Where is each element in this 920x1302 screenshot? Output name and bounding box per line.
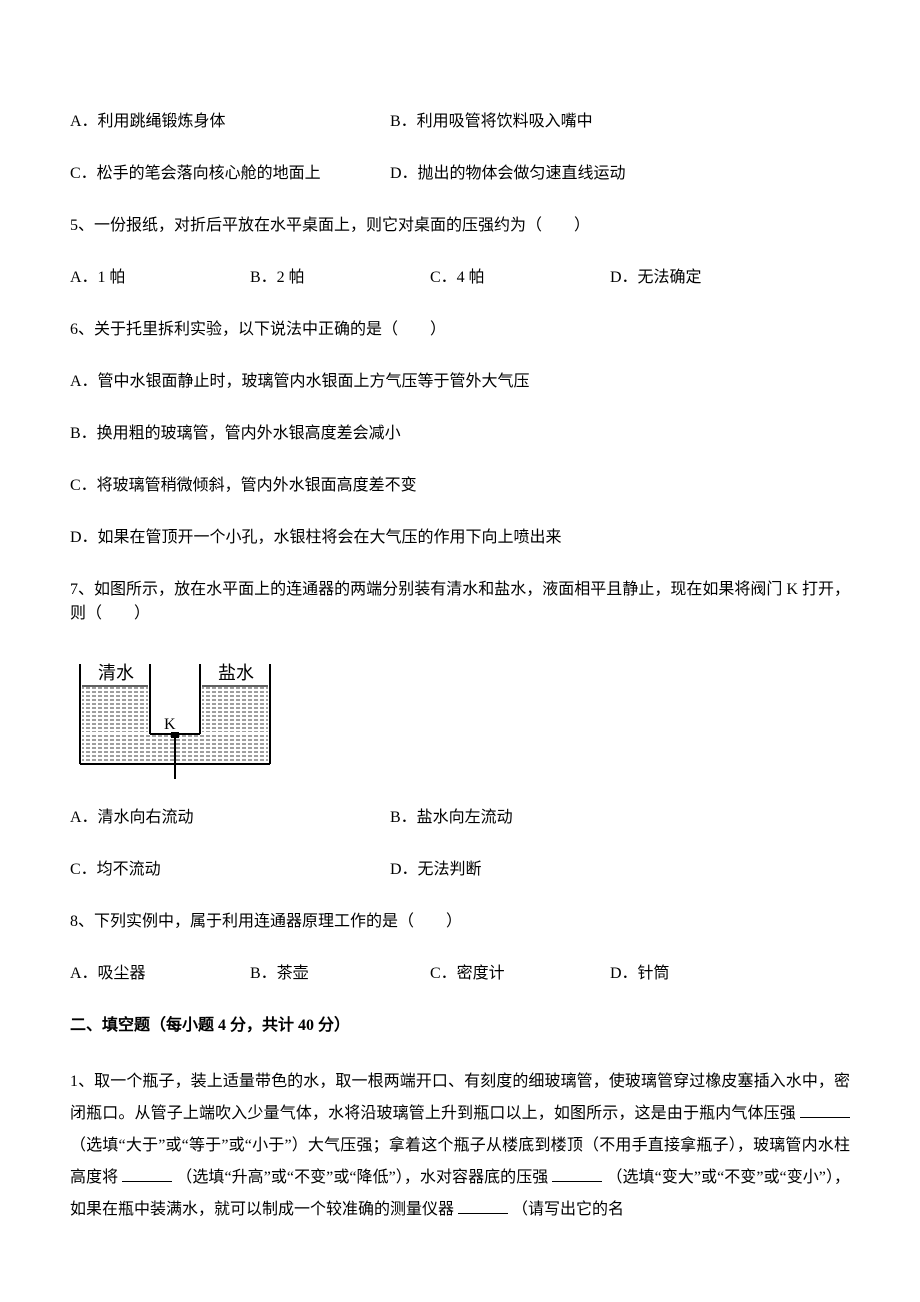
q5-options: A．1 帕 B．2 帕 C．4 帕 D．无法确定 [70,266,850,290]
fill1-blank-2[interactable] [122,1165,172,1182]
q4-options-row1: A．利用跳绳锻炼身体 B．利用吸管将饮料吸入嘴中 [70,110,850,134]
q5-option-a: A．1 帕 [70,266,250,290]
q8-option-b: B．茶壶 [250,962,430,986]
q6-option-c: C．将玻璃管稍微倾斜，管内外水银面高度差不变 [70,474,850,498]
q8-options: A．吸尘器 B．茶壶 C．密度计 D．针筒 [70,962,850,986]
q7-label-left: 清水 [98,663,134,683]
q4-option-a: A．利用跳绳锻炼身体 [70,110,390,134]
fill1-blank-1[interactable] [800,1101,850,1118]
q5-option-d: D．无法确定 [610,266,790,290]
fill1-text-e: （请写出它的名 [512,1201,624,1218]
q7-label-valve: K [164,716,176,733]
q7-label-right: 盐水 [218,663,254,683]
q5-option-b: B．2 帕 [250,266,430,290]
q4-option-d: D．抛出的物体会做匀速直线运动 [390,162,810,186]
q8-stem: 8、下列实例中，属于利用连通器原理工作的是（ ） [70,910,850,934]
q7-figure: 清水 盐水 K [70,654,850,784]
q7-option-b: B．盐水向左流动 [390,806,810,830]
section2-title: 二、填空题（每小题 4 分，共计 40 分） [70,1014,850,1038]
q5-stem: 5、一份报纸，对折后平放在水平桌面上，则它对桌面的压强约为（ ） [70,214,850,238]
q7-option-d: D．无法判断 [390,858,810,882]
q7-option-a: A．清水向右流动 [70,806,390,830]
q7-options-row1: A．清水向右流动 B．盐水向左流动 [70,806,850,830]
q7-options-row2: C．均不流动 D．无法判断 [70,858,850,882]
q8-option-c: C．密度计 [430,962,610,986]
fill1-blank-3[interactable] [552,1165,602,1182]
q6-option-b: B．换用粗的玻璃管，管内外水银高度差会减小 [70,422,850,446]
q4-option-b: B．利用吸管将饮料吸入嘴中 [390,110,810,134]
q6-stem: 6、关于托里拆利实验，以下说法中正确的是（ ） [70,318,850,342]
q4-options-row2: C．松手的笔会落向核心舱的地面上 D．抛出的物体会做匀速直线运动 [70,162,850,186]
q7-option-c: C．均不流动 [70,858,390,882]
fill1-blank-4[interactable] [458,1197,508,1214]
q8-option-a: A．吸尘器 [70,962,250,986]
q8-option-d: D．针筒 [610,962,790,986]
q6-option-d: D．如果在管顶开一个小孔，水银柱将会在大气压的作用下向上喷出来 [70,526,850,550]
q5-option-c: C．4 帕 [430,266,610,290]
fill1-paragraph: 1、取一个瓶子，装上适量带色的水，取一根两端开口、有刻度的细玻璃管，使玻璃管穿过… [70,1066,850,1226]
q6-option-a: A．管中水银面静止时，玻璃管内水银面上方气压等于管外大气压 [70,370,850,394]
q4-option-c: C．松手的笔会落向核心舱的地面上 [70,162,390,186]
q7-stem: 7、如图所示，放在水平面上的连通器的两端分别装有清水和盐水，液面相平且静止，现在… [70,578,850,626]
fill1-text-a: 1、取一个瓶子，装上适量带色的水，取一根两端开口、有刻度的细玻璃管，使玻璃管穿过… [70,1073,850,1122]
fill1-text-c: （选填“升高”或“不变”或“降低”），水对容器底的压强 [176,1169,548,1186]
